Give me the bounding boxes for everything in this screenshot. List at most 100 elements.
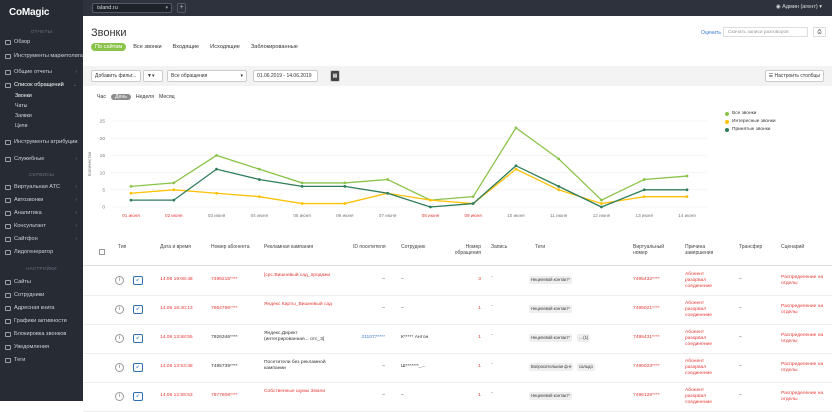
date-range-input[interactable]: 01.06.2019 - 14.06.2019 <box>253 70 318 82</box>
col-campaign[interactable]: Рекламная кампания <box>264 244 314 250</box>
sidebar-sub-requests[interactable]: Заявки <box>15 113 32 119</box>
col-record[interactable]: Запись <box>491 244 508 250</box>
gran-day[interactable]: День <box>110 94 131 100</box>
gran-week[interactable]: Неделя <box>135 94 154 100</box>
tag-chip[interactable]: сальдо <box>577 363 595 371</box>
cell-request-number[interactable]: 3 <box>478 277 481 282</box>
cell-request-number[interactable]: 1 <box>478 364 481 369</box>
cell-visitor[interactable]: 211077**** <box>361 335 385 340</box>
columns-icon: ☰ <box>768 73 775 79</box>
sidebar-item-blocking[interactable]: Блокировка звонков <box>0 328 83 340</box>
tag-chip[interactable]: Вопросительная ф-я <box>529 363 574 371</box>
cell-campaign[interactable]: Яндекс Карты_Вишневый сад <box>264 302 333 307</box>
tab-all-calls[interactable]: Все звонки <box>133 44 162 50</box>
site-select[interactable]: island.ru ▾ <box>92 3 172 13</box>
type-select[interactable]: Все обращения ▾ <box>167 70 247 82</box>
info-icon[interactable]: i <box>115 334 124 343</box>
cell-visitor[interactable]: – <box>382 277 385 282</box>
sidebar-sub-chats[interactable]: Чаты <box>15 103 28 109</box>
user-menu[interactable]: ◉ Админ (агент) ▾ <box>775 4 822 10</box>
sidebar-item-reports[interactable]: Общие отчеты › <box>0 66 83 78</box>
sidebar-sub-goals[interactable]: Цели <box>15 123 28 129</box>
rate-link[interactable]: Оценить <box>701 30 721 36</box>
sidebar-item-employees[interactable]: Сотрудники <box>0 289 83 301</box>
configure-columns-button[interactable]: ☰ Настроить столбцы <box>764 70 824 82</box>
tag-chip[interactable]: Нецелевой контакт* <box>529 334 572 342</box>
cell-campaign[interactable]: [cpc.Вишневый сад_продажи <box>264 273 331 278</box>
cell-request-number[interactable]: 1 <box>478 306 481 311</box>
col-type[interactable]: Тип <box>118 244 127 250</box>
cell-visitor[interactable]: – <box>382 393 385 398</box>
sidebar-item-pbx[interactable]: Виртуальная АТС › <box>0 181 83 193</box>
gran-hour[interactable]: Час <box>97 94 106 100</box>
col-visitor[interactable]: ID посетителя <box>353 244 386 250</box>
sidebar-item-leadgen[interactable]: Лидогенератор <box>0 246 83 258</box>
table-row[interactable]: i ↙ 14.06 16:40:13 7964766**** Яндекс Карты_… <box>83 296 832 325</box>
sidebar-item-overview[interactable]: Обзор <box>0 36 83 48</box>
filter-funnel-icon[interactable]: ▼▾ <box>143 70 163 82</box>
tab-by-sites[interactable]: По сайтам <box>91 43 127 51</box>
tab-outgoing[interactable]: Исходящие <box>210 44 240 50</box>
col-reason[interactable]: Причина завершения <box>685 244 714 256</box>
info-icon[interactable]: i <box>115 305 124 314</box>
sidebar-item-marketing[interactable]: Инструменты маркетолога › <box>0 48 83 64</box>
sidebar-sub-calls[interactable]: Звонки <box>15 93 32 99</box>
tab-incoming[interactable]: Входящие <box>172 44 200 50</box>
cell-scenario[interactable]: Распределение на отделы <box>781 362 824 373</box>
cell-visitor[interactable]: – <box>382 364 385 369</box>
table-row[interactable]: i ↙ 14.06 13:58:55 7926346**** Яндекс.Директ… <box>83 325 832 354</box>
table-row[interactable]: i ↙ 14.06 19:08:48 7499215**** [cpc.Вишневый… <box>83 267 832 296</box>
cell-scenario[interactable]: Распределение на отделы <box>781 275 824 286</box>
add-site-button[interactable]: + <box>177 3 186 13</box>
tag-chip[interactable]: Нецелевой контакт* <box>529 392 572 400</box>
info-icon[interactable]: i <box>115 276 124 285</box>
cell-scenario[interactable]: Распределение на отделы <box>781 304 824 315</box>
sidebar-item-tags[interactable]: Теги <box>0 354 83 366</box>
sidebar-item-addressbook[interactable]: Адресная книга <box>0 302 83 314</box>
cell-campaign[interactable]: Посетители без рекламной кампании <box>264 360 326 371</box>
col-scenario[interactable]: Сценарий <box>781 244 805 250</box>
select-all-checkbox[interactable] <box>99 249 105 255</box>
info-icon[interactable]: i <box>115 392 124 401</box>
sidebar-item-sitephone[interactable]: Сайтфон › <box>0 233 83 245</box>
cell-visitor[interactable]: – <box>382 306 385 311</box>
cell-request-number[interactable]: 1 <box>478 335 481 340</box>
cell-scenario[interactable]: Распределение на отделы <box>781 391 824 402</box>
legend-item-all[interactable]: Все звонки <box>725 111 776 116</box>
table-row[interactable]: i ↙ 14.06 12:59:53 7977808**** Собственные ш… <box>83 383 832 412</box>
table-row[interactable]: i ↙ 14.06 13:53:48 7495739**** Посетители бе… <box>83 354 832 383</box>
col-virtual-number[interactable]: Виртуальный номер <box>633 244 665 256</box>
tag-chip[interactable]: …(1) <box>577 334 591 342</box>
calendar-icon[interactable]: ▦ <box>330 70 340 82</box>
tab-blocked[interactable]: Заблокированные <box>250 44 298 50</box>
col-request-number[interactable]: Номер обращения <box>454 244 481 256</box>
legend-item-interesting[interactable]: Интересные звонки <box>725 119 776 124</box>
sidebar-item-sites[interactable]: Сайты <box>0 276 83 288</box>
sidebar-item-consultant[interactable]: Консультант › <box>0 220 83 232</box>
sidebar-item-attribution[interactable]: Инструменты атрибуции › <box>0 134 83 150</box>
cell-campaign[interactable]: Собственные шумы Земли <box>264 389 326 394</box>
legend-item-accepted[interactable]: Принятые звонки <box>725 127 776 132</box>
sidebar-item-service[interactable]: Служебные › <box>0 153 83 165</box>
col-datetime[interactable]: Дата и время <box>160 244 192 250</box>
col-number[interactable]: Номер абонента <box>211 244 250 250</box>
sidebar-item-analytics[interactable]: Аналитика › <box>0 207 83 219</box>
sidebar-item-requests[interactable]: Список обращений ⌄ <box>0 79 83 91</box>
sidebar-item-schedules[interactable]: Графики активности <box>0 315 83 327</box>
col-tags[interactable]: Теги <box>535 244 546 250</box>
info-icon[interactable]: i <box>115 363 124 372</box>
cell-request-number[interactable]: 1 <box>478 393 481 398</box>
add-filter-button[interactable]: Добавить фильт... <box>91 70 141 82</box>
col-transfer[interactable]: Трансфер <box>739 244 763 250</box>
sidebar-item-notifications[interactable]: Уведомления <box>0 341 83 353</box>
sidebar-item-autocalls[interactable]: Автозвонки › <box>0 194 83 206</box>
gran-month[interactable]: Месяц <box>159 94 175 100</box>
tag-chip[interactable]: Нецелевой контакт* <box>529 276 572 284</box>
print-icon[interactable]: ⎙ <box>813 27 826 37</box>
bell-icon <box>5 344 11 350</box>
download-records-button[interactable]: Скачать записи разговоров <box>723 27 808 37</box>
col-employee[interactable]: Сотрудник <box>401 244 426 250</box>
tag-chip[interactable]: Нецелевой контакт* <box>529 305 572 313</box>
cell-campaign[interactable]: Яндекс.Директ (интегрированная... отс_3] <box>264 331 325 342</box>
cell-scenario[interactable]: Распределение на отделы <box>781 333 824 344</box>
